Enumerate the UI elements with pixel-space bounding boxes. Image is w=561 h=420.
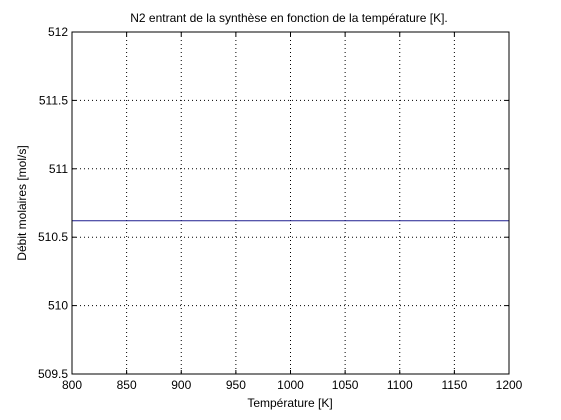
x-tick-label: 1200 (496, 378, 523, 392)
y-tick-label: 511 (49, 162, 68, 176)
y-tick-labels: 509.5 510 510.5 511 511.5 512 (38, 25, 68, 381)
tick-layer (71, 31, 510, 375)
x-tick-label: 1000 (277, 378, 304, 392)
x-tick-label: 850 (117, 378, 137, 392)
chart-title: N2 entrant de la synthèse en fonction de… (130, 11, 448, 25)
x-tick-labels: 800 850 900 950 1000 1050 1100 1150 1200 (62, 378, 523, 392)
x-tick-label: 950 (226, 378, 246, 392)
grid-layer (72, 32, 509, 374)
y-tick-label: 512 (48, 25, 68, 39)
x-tick-label: 1050 (332, 378, 359, 392)
y-tick-label: 511.5 (39, 93, 68, 107)
x-tick-label: 900 (171, 378, 191, 392)
y-tick-label: 510.5 (38, 230, 68, 244)
x-axis-label: Température [K] (247, 396, 332, 410)
y-tick-label: 510 (48, 299, 68, 313)
plot-area (72, 32, 509, 374)
x-tick-label: 1100 (387, 378, 413, 392)
x-tick-label: 800 (62, 378, 82, 392)
y-axis-label: Débit molaires [mol/s] (15, 145, 29, 260)
x-tick-label: 1150 (441, 378, 467, 392)
y-tick-label: 509.5 (38, 367, 68, 381)
